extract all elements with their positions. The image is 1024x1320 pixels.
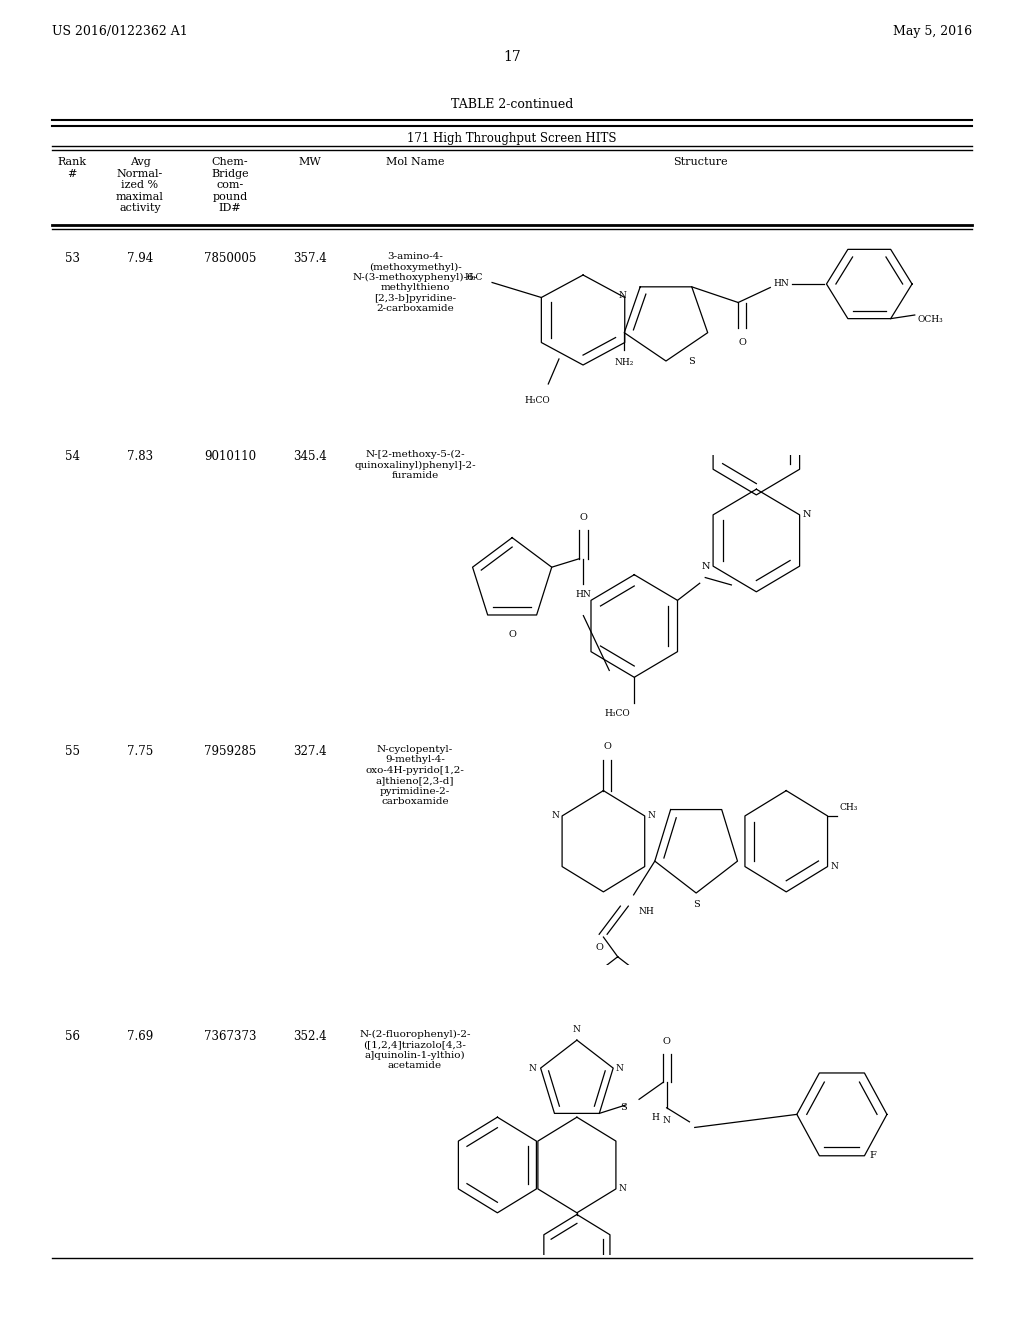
Text: HN: HN <box>575 590 591 599</box>
Text: 53: 53 <box>65 252 80 265</box>
Text: H₃C: H₃C <box>464 273 482 282</box>
Text: 7.83: 7.83 <box>127 450 153 463</box>
Text: N-[2-methoxy-5-(2-
quinoxalinyl)phenyl]-2-
furamide: N-[2-methoxy-5-(2- quinoxalinyl)phenyl]-… <box>354 450 476 480</box>
Text: 171 High Throughput Screen HITS: 171 High Throughput Screen HITS <box>408 132 616 145</box>
Text: Avg
Normal-
ized %
maximal
activity: Avg Normal- ized % maximal activity <box>116 157 164 214</box>
Text: 7.75: 7.75 <box>127 744 154 758</box>
Text: Structure: Structure <box>673 157 727 168</box>
Text: NH₂: NH₂ <box>614 358 634 367</box>
Text: 3-amino-4-
(methoxymethyl)-
N-(3-methoxyphenyl)-6-
methylthieno
[2,3-b]pyridine-: 3-amino-4- (methoxymethyl)- N-(3-methoxy… <box>352 252 477 313</box>
Text: N: N <box>528 1064 537 1073</box>
Text: N: N <box>573 1026 581 1035</box>
Text: S: S <box>693 900 699 908</box>
Text: O: O <box>580 512 588 521</box>
Text: N: N <box>615 1064 624 1073</box>
Text: 7.69: 7.69 <box>127 1030 154 1043</box>
Text: May 5, 2016: May 5, 2016 <box>893 25 972 38</box>
Text: H₃CO: H₃CO <box>605 709 631 718</box>
Text: HN: HN <box>773 280 788 289</box>
Text: S: S <box>688 358 695 366</box>
Text: H: H <box>651 1113 658 1122</box>
Text: N: N <box>552 812 559 821</box>
Text: N: N <box>618 1184 627 1193</box>
Text: 9010110: 9010110 <box>204 450 256 463</box>
Text: 7959285: 7959285 <box>204 744 256 758</box>
Text: CH₃: CH₃ <box>840 803 858 812</box>
Text: 7850005: 7850005 <box>204 252 256 265</box>
Text: 55: 55 <box>65 744 80 758</box>
Text: O: O <box>508 630 516 639</box>
Text: Chem-
Bridge
com-
pound
ID#: Chem- Bridge com- pound ID# <box>211 157 249 214</box>
Text: 17: 17 <box>503 50 521 63</box>
Text: 56: 56 <box>65 1030 80 1043</box>
Text: NH: NH <box>639 907 654 916</box>
Text: N: N <box>830 862 838 871</box>
Text: TABLE 2-continued: TABLE 2-continued <box>451 98 573 111</box>
Text: O: O <box>595 942 603 952</box>
Text: H₃CO: H₃CO <box>524 396 551 405</box>
Text: N: N <box>618 290 626 300</box>
Text: N-(2-fluorophenyl)-2-
([1,2,4]triazolo[4,3-
a]quinolin-1-ylthio)
acetamide: N-(2-fluorophenyl)-2- ([1,2,4]triazolo[4… <box>359 1030 471 1071</box>
Text: US 2016/0122362 A1: US 2016/0122362 A1 <box>52 25 187 38</box>
Text: N-cyclopentyl-
9-methyl-4-
oxo-4H-pyrido[1,2-
a]thieno[2,3-d]
pyrimidine-2-
carb: N-cyclopentyl- 9-methyl-4- oxo-4H-pyrido… <box>366 744 465 807</box>
Text: N: N <box>663 1117 671 1125</box>
Text: Rank
#: Rank # <box>57 157 87 178</box>
Text: N: N <box>701 561 711 570</box>
Text: 7367373: 7367373 <box>204 1030 256 1043</box>
Text: 357.4: 357.4 <box>293 252 327 265</box>
Text: 54: 54 <box>65 450 80 463</box>
Text: O: O <box>603 742 611 751</box>
Text: MW: MW <box>299 157 322 168</box>
Text: O: O <box>738 338 745 347</box>
Text: 7.94: 7.94 <box>127 252 154 265</box>
Text: N: N <box>647 812 655 821</box>
Text: 352.4: 352.4 <box>293 1030 327 1043</box>
Text: OCH₃: OCH₃ <box>918 315 943 325</box>
Text: O: O <box>663 1038 671 1045</box>
Text: 345.4: 345.4 <box>293 450 327 463</box>
Text: Mol Name: Mol Name <box>386 157 444 168</box>
Text: S: S <box>620 1104 627 1113</box>
Text: 327.4: 327.4 <box>293 744 327 758</box>
Text: N: N <box>803 511 811 519</box>
Text: F: F <box>869 1151 877 1160</box>
